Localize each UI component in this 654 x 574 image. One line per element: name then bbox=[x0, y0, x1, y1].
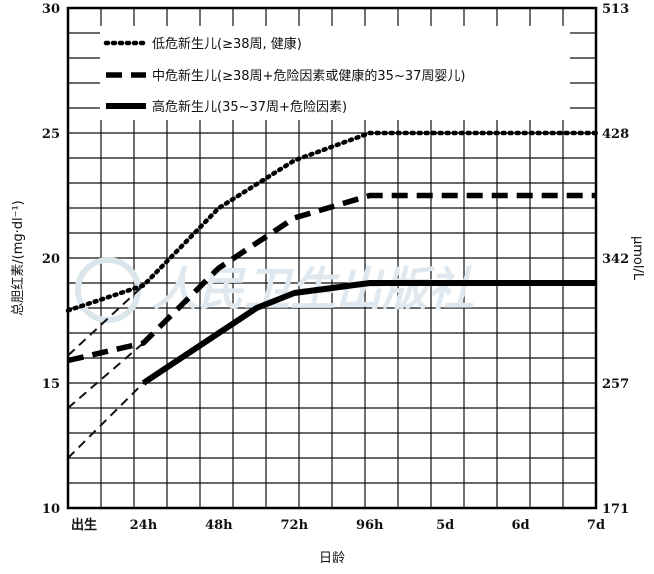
y-tick-label-left: 15 bbox=[42, 377, 60, 392]
y-axis-title-left: 总胆红素/(mg·dl⁻¹) bbox=[10, 200, 26, 316]
y-tick-label-right: 171 bbox=[602, 502, 629, 517]
series-line-dashed bbox=[67, 192, 596, 364]
series-line-solid bbox=[141, 280, 596, 386]
series-lines bbox=[65, 130, 599, 386]
legend-label: 低危新生儿(≥38周, 健康) bbox=[152, 36, 302, 52]
legend-box bbox=[100, 26, 570, 120]
x-tick-label: 出生 bbox=[71, 517, 97, 533]
guide-line bbox=[67, 342, 145, 409]
plot-border bbox=[66, 6, 598, 510]
y-tick-label-right: 513 bbox=[602, 2, 629, 17]
x-tick-label: 72h bbox=[281, 518, 309, 533]
tick-labels: 10 15 20 25 30 171 257 342 428 513 出生 24h 48h 72h 96h 5… bbox=[42, 2, 629, 533]
y-tick-label-left: 20 bbox=[42, 252, 60, 267]
x-tick-label: 96h bbox=[356, 518, 384, 533]
guide-line bbox=[67, 284, 145, 357]
legend-label: 中危新生儿(≥38周+危险因素或健康的35~37周婴儿) bbox=[152, 68, 465, 84]
x-tick-label: 48h bbox=[205, 518, 233, 533]
x-axis-title: 日龄 bbox=[319, 551, 345, 566]
plot-frame bbox=[66, 6, 598, 510]
series-line-dotted bbox=[65, 130, 599, 313]
x-tick-label: 5d bbox=[436, 518, 454, 533]
guide-line bbox=[67, 382, 145, 459]
y-tick-label-left: 30 bbox=[42, 2, 60, 17]
x-tick-label: 7d bbox=[587, 518, 605, 533]
y-tick-label-right: 257 bbox=[602, 377, 629, 392]
legend: 低危新生儿(≥38周, 健康) 中危新生儿(≥38周+危险因素或健康的35~37周… bbox=[100, 26, 570, 120]
x-tick-label: 6d bbox=[512, 518, 530, 533]
axis-titles: 日龄 总胆红素/(mg·dl⁻¹) μmol/L bbox=[10, 200, 645, 566]
y-tick-label-right: 428 bbox=[602, 127, 629, 142]
x-tick-label: 24h bbox=[130, 518, 158, 533]
y-tick-label-left: 25 bbox=[42, 127, 60, 142]
y-axis-title-right: μmol/L bbox=[630, 236, 645, 281]
guide-lines bbox=[67, 284, 145, 459]
y-tick-label-left: 10 bbox=[42, 502, 60, 517]
y-tick-label-right: 342 bbox=[602, 252, 629, 267]
legend-label: 高危新生儿(35~37周+危险因素) bbox=[152, 99, 347, 115]
